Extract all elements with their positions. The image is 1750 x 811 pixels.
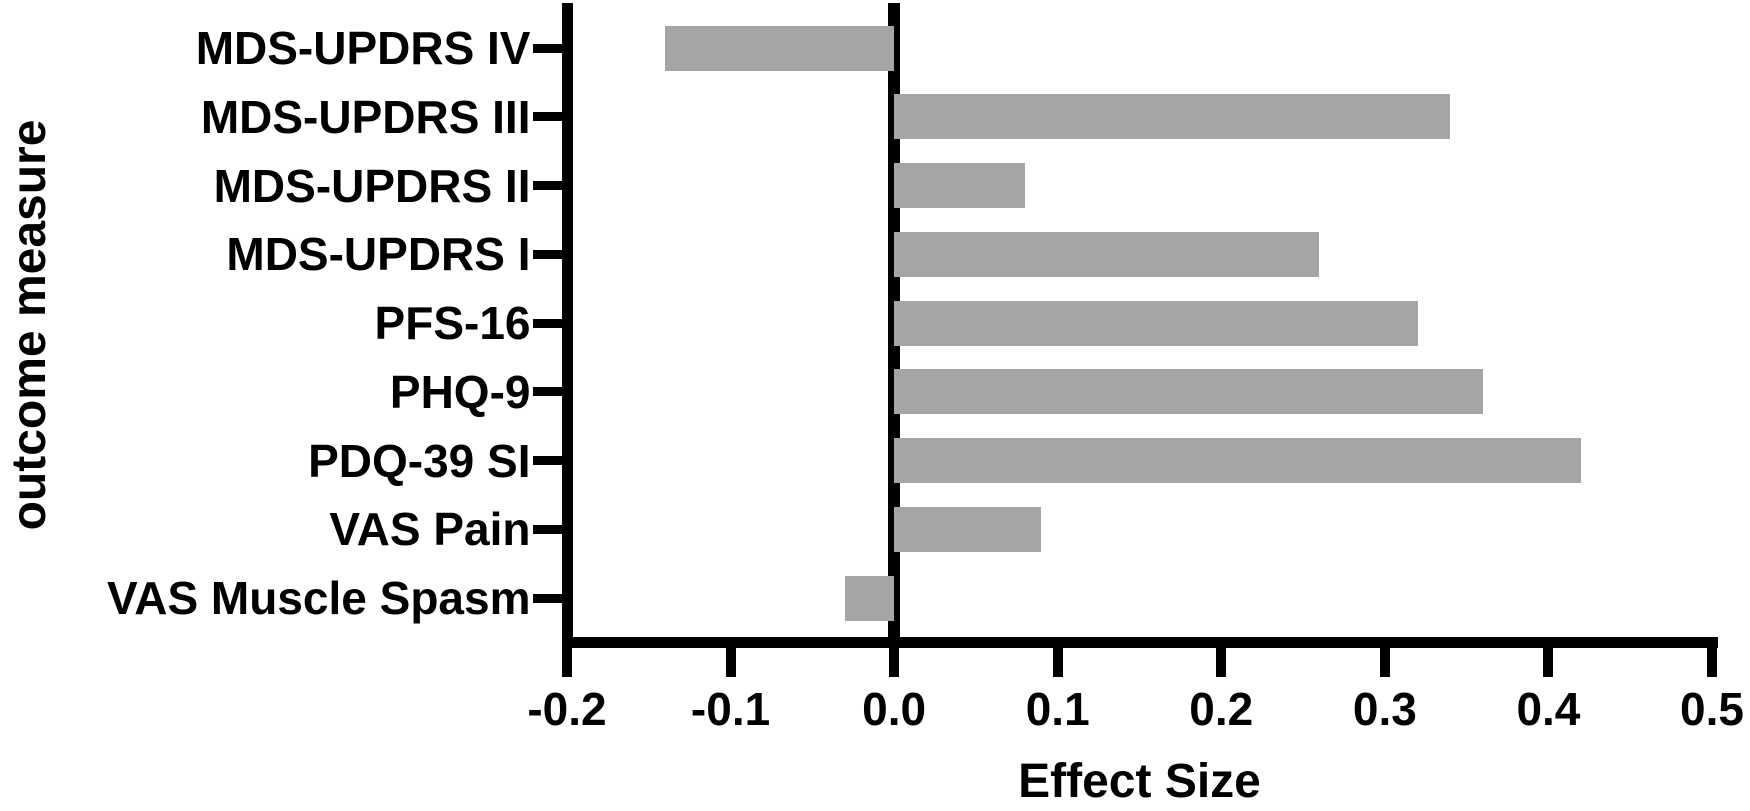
- y-tick-pfs-16: [532, 318, 564, 328]
- x-tick-label-3: 0.1: [1025, 683, 1090, 735]
- bar-pdq-39-si: [894, 438, 1582, 483]
- bar-mds-updrs-i: [894, 231, 1320, 277]
- x-tick-0.4: [1543, 637, 1554, 677]
- x-tick-label-6: 0.4: [1516, 683, 1581, 735]
- x-tick-label-1: -0.1: [690, 683, 771, 735]
- bar-mds-updrs-ii: [894, 163, 1025, 208]
- bar-pfs-16: [894, 300, 1418, 346]
- y-tick-mds-updrs-iii: [532, 112, 564, 122]
- y-tick-phq-9: [532, 387, 564, 397]
- y-category-label-mds-updrs-ii: MDS-UPDRS II: [213, 159, 531, 212]
- y-tick-pdq-39-si: [532, 456, 564, 465]
- x-tick-label-5: 0.3: [1352, 683, 1417, 735]
- x-axis-line: [561, 637, 1718, 648]
- y-tick-mds-updrs-i: [532, 249, 564, 259]
- y-category-label-mds-updrs-i: MDS-UPDRS I: [226, 228, 531, 281]
- x-tick-0.1: [1052, 637, 1063, 677]
- x-tick-label-2: 0.0: [862, 683, 927, 735]
- y-category-label-pfs-16: PFS-16: [374, 297, 531, 349]
- x-tick-label-7: 0.5: [1680, 683, 1744, 735]
- y-category-label-vas-muscle-spasm: VAS Muscle Spasm: [106, 572, 531, 624]
- bar-vas-pain: [894, 506, 1042, 552]
- x-axis-title: Effect Size: [1018, 755, 1261, 808]
- bar-vas-muscle-spasm: [845, 575, 895, 621]
- y-tick-vas-muscle-spasm: [532, 593, 564, 603]
- y-tick-mds-updrs-ii: [532, 181, 564, 190]
- bar-mds-updrs-iv: [665, 25, 895, 71]
- x-tick-0.0: [889, 637, 900, 677]
- y-category-label-vas-pain: VAS Pain: [329, 503, 531, 556]
- y-axis-spine: [561, 3, 573, 648]
- y-category-label-mds-updrs-iii: MDS-UPDRS III: [200, 90, 531, 143]
- y-category-label-mds-updrs-iv: MDS-UPDRS IV: [195, 22, 531, 74]
- x-tick-label-4: 0.2: [1189, 683, 1254, 735]
- x-tick-0.2: [1216, 637, 1227, 677]
- y-tick-vas-pain: [532, 524, 564, 534]
- bar-phq-9: [894, 369, 1483, 415]
- x-tick-0.5: [1707, 637, 1717, 677]
- x-tick-0.3: [1379, 637, 1390, 677]
- bar-mds-updrs-iii: [894, 94, 1451, 140]
- y-tick-mds-updrs-iv: [532, 43, 564, 53]
- x-tick--0.1: [725, 637, 736, 677]
- x-tick--0.2: [562, 637, 572, 677]
- x-tick-label-0: -0.2: [527, 683, 607, 735]
- y-category-label-phq-9: PHQ-9: [389, 365, 531, 418]
- y-category-label-pdq-39-si: PDQ-39 SI: [308, 434, 531, 487]
